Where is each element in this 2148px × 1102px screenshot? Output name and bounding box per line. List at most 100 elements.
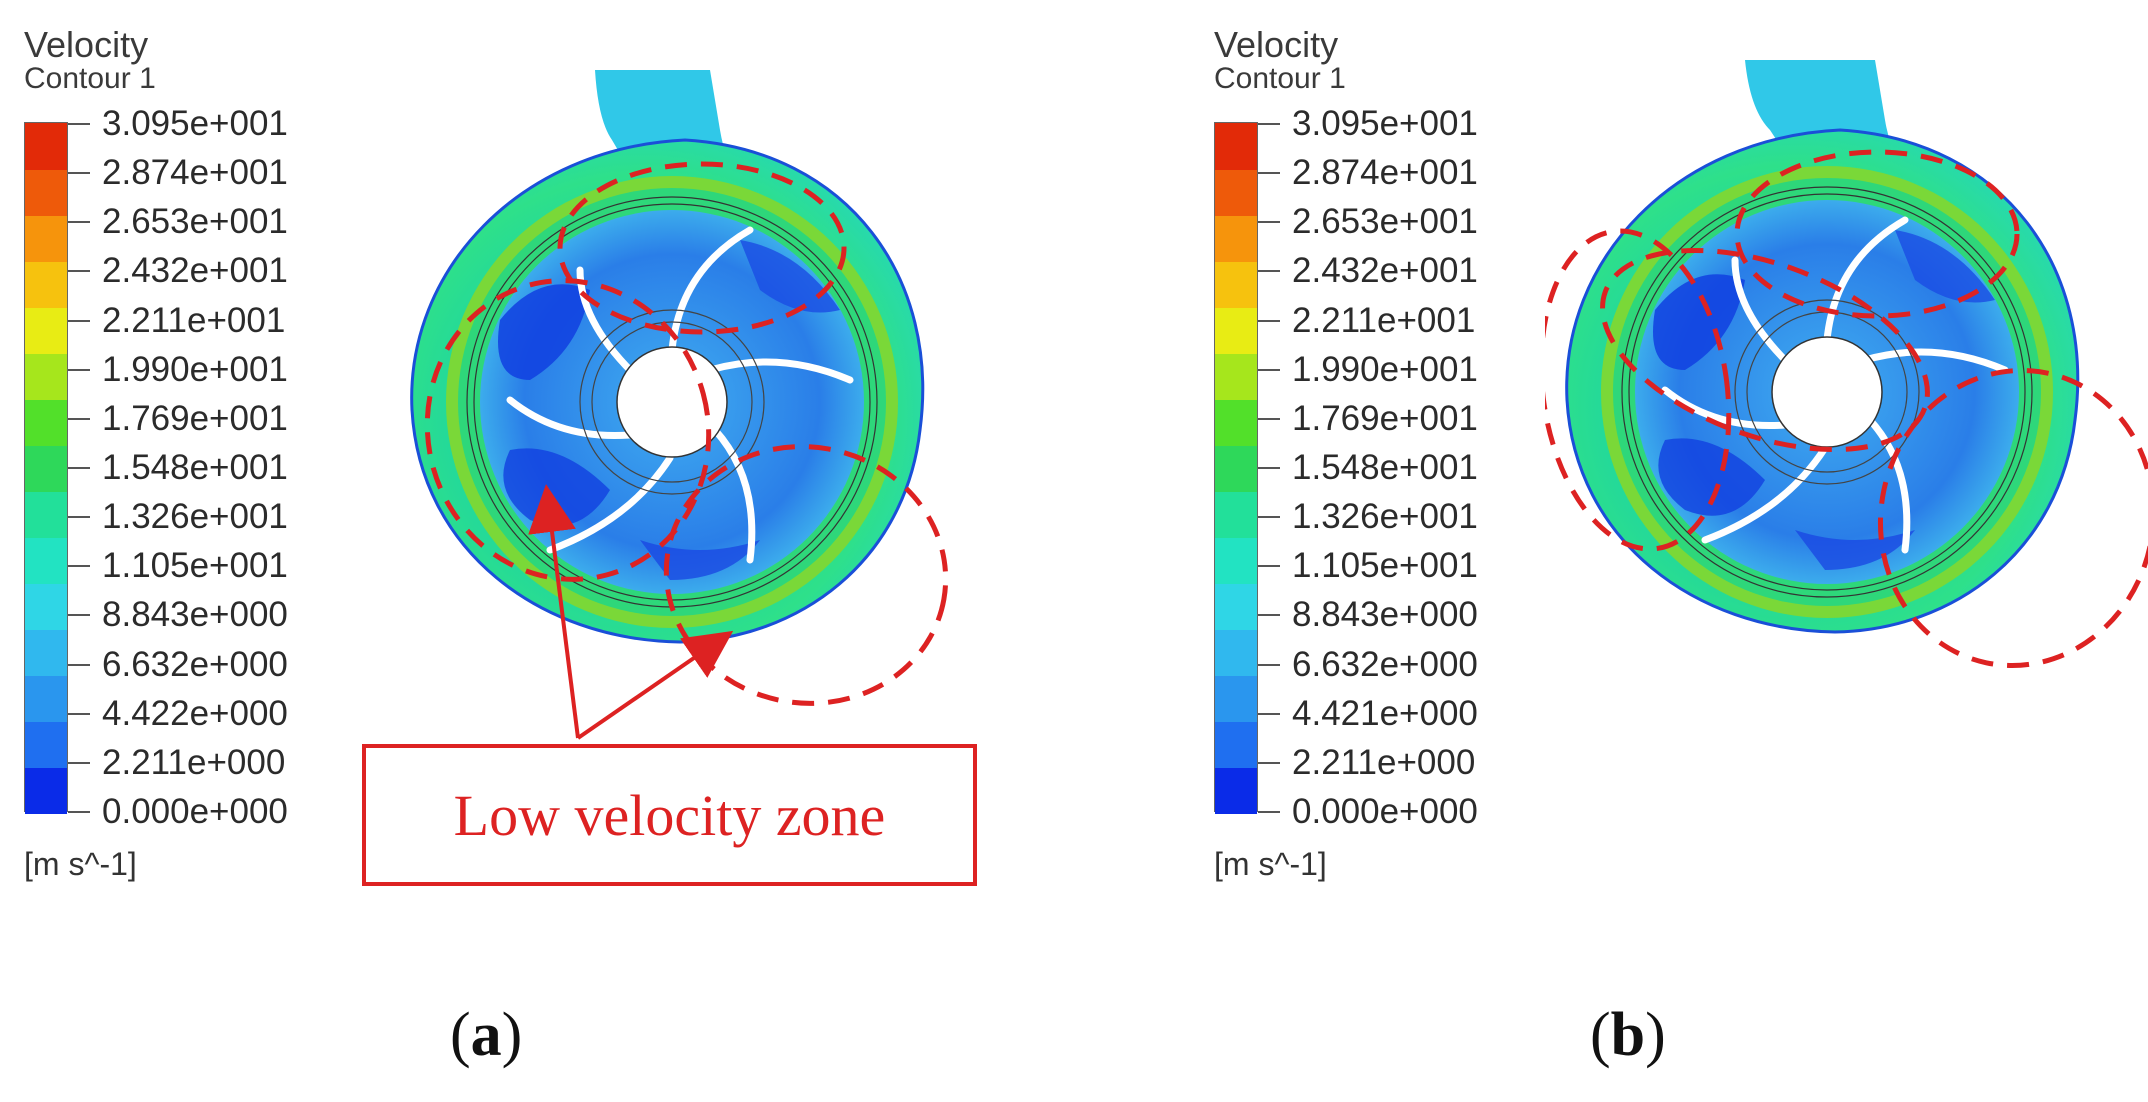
tick-mark bbox=[68, 565, 90, 568]
paren-close: ) bbox=[1645, 1001, 1666, 1069]
tick-label: 1.769e+001 bbox=[1292, 398, 1478, 438]
tick-label: 1.105e+001 bbox=[1292, 546, 1478, 586]
colorbar-segment bbox=[1215, 307, 1257, 354]
legend-subtitle: Contour 1 bbox=[24, 62, 156, 95]
units-label: [m s^-1] bbox=[24, 846, 137, 882]
colorbar-tick: 1.990e+001 bbox=[1258, 350, 1478, 389]
colorbar-segment bbox=[25, 261, 67, 308]
colorbar-tick: 2.874e+001 bbox=[68, 153, 288, 192]
tick-mark bbox=[68, 123, 90, 125]
subfigure-label-b: (b) bbox=[1590, 1000, 1666, 1071]
tick-label: 2.211e+000 bbox=[102, 742, 286, 782]
colorbar-tick: 2.432e+001 bbox=[1258, 251, 1478, 290]
tick-mark bbox=[68, 172, 90, 175]
colorbar bbox=[24, 122, 68, 814]
tick-label: 1.548e+001 bbox=[102, 448, 288, 487]
tick-mark bbox=[68, 663, 90, 666]
units-label: [m s^-1] bbox=[1214, 846, 1327, 882]
hub-rings bbox=[1734, 299, 1920, 485]
colorbar-segment bbox=[1215, 629, 1257, 676]
colorbar-tick: 8.843e+000 bbox=[68, 595, 288, 634]
legend-title: Velocity bbox=[24, 24, 149, 65]
tick-label: 2.432e+001 bbox=[102, 251, 288, 291]
colorbar-segment bbox=[25, 583, 67, 630]
tick-mark bbox=[1258, 172, 1280, 175]
colorbar-segment bbox=[25, 537, 67, 584]
tick-label: 2.653e+001 bbox=[102, 202, 288, 242]
panel-a: Velocity Contour 1 3.095e+001 2.874e+001 2… bbox=[24, 24, 977, 1069]
tick-label: 2.211e+001 bbox=[102, 300, 286, 340]
tick-mark bbox=[68, 467, 90, 469]
tick-label: 2.874e+001 bbox=[102, 153, 288, 193]
colorbar-tick: 3.095e+001 bbox=[1258, 104, 1478, 143]
tick-label: 3.095e+001 bbox=[1292, 104, 1478, 143]
tick-mark bbox=[1258, 761, 1280, 764]
tick-mark bbox=[1258, 565, 1280, 568]
colorbar-segment bbox=[1215, 675, 1257, 722]
tick-mark bbox=[68, 270, 90, 273]
colorbar-segment bbox=[1215, 491, 1257, 538]
colorbar-segment bbox=[25, 353, 67, 400]
subfigure-letter: b bbox=[1610, 1001, 1646, 1069]
paren-open: ( bbox=[1590, 1001, 1611, 1069]
colorbar-segment bbox=[1215, 445, 1257, 492]
colorbar-segment bbox=[1215, 353, 1257, 400]
colorbar-tick: 2.211e+001 bbox=[68, 301, 285, 340]
tick-mark bbox=[1258, 319, 1280, 322]
tick-label: 3.095e+001 bbox=[102, 104, 288, 143]
colorbar-tick: 1.769e+001 bbox=[1258, 399, 1478, 438]
tick-label: 6.632e+000 bbox=[102, 644, 288, 684]
tick-mark bbox=[68, 614, 90, 617]
legend-subtitle: Contour 1 bbox=[1214, 62, 1346, 95]
colorbar-tick: 0.000e+000 bbox=[1258, 792, 1478, 831]
velocity-contour-b bbox=[1545, 60, 2148, 669]
colorbar-tick: 8.843e+000 bbox=[1258, 595, 1478, 634]
colorbar-segment bbox=[25, 307, 67, 354]
colorbar-tick: 2.653e+001 bbox=[68, 202, 288, 241]
velocity-contour-a bbox=[410, 70, 949, 706]
tick-label: 8.843e+000 bbox=[102, 595, 288, 635]
colorbar-tick: 1.548e+001 bbox=[1258, 448, 1478, 487]
hub bbox=[616, 346, 728, 458]
tick-mark bbox=[68, 761, 90, 764]
paren-close: ) bbox=[501, 1001, 523, 1069]
tick-label: 0.000e+000 bbox=[1292, 792, 1478, 831]
tick-mark bbox=[1258, 123, 1280, 125]
low-velocity-zone-callout: Low velocity zone bbox=[362, 744, 977, 886]
colorbar-tick: 2.211e+000 bbox=[1258, 743, 1475, 782]
colorbar-segment bbox=[25, 675, 67, 722]
colorbar-segment bbox=[1215, 721, 1257, 768]
subfigure-letter: a bbox=[470, 1001, 502, 1069]
panel-b: Velocity Contour 1 3.095e+001 2.874e+001 2… bbox=[1190, 0, 2148, 1102]
colorbar-tick: 2.874e+001 bbox=[1258, 153, 1478, 192]
tick-label: 2.432e+001 bbox=[1292, 251, 1478, 291]
tick-mark bbox=[68, 516, 90, 519]
colorbar-segment bbox=[25, 169, 67, 216]
colorbar-segment bbox=[25, 445, 67, 492]
colorbar-segment bbox=[25, 767, 67, 814]
tick-mark bbox=[1258, 712, 1280, 715]
low-velocity-zones bbox=[424, 161, 949, 706]
colorbar-tick: 6.632e+000 bbox=[68, 645, 288, 684]
tick-label: 6.632e+000 bbox=[1292, 644, 1478, 684]
tick-mark bbox=[1258, 811, 1280, 813]
colorbar-tick: 2.432e+001 bbox=[68, 251, 288, 290]
tick-label: 1.326e+001 bbox=[102, 497, 288, 537]
colorbar-tick: 1.990e+001 bbox=[68, 350, 288, 389]
tick-mark bbox=[68, 417, 90, 420]
tick-mark bbox=[1258, 221, 1280, 224]
colorbar-segment bbox=[1215, 537, 1257, 584]
tick-label: 1.105e+001 bbox=[102, 546, 288, 586]
low-velocity-zones bbox=[1545, 149, 2148, 669]
hub bbox=[1771, 336, 1883, 448]
tick-label: 1.326e+001 bbox=[1292, 497, 1478, 537]
colorbar-segment bbox=[1215, 169, 1257, 216]
colorbar-segment bbox=[1215, 215, 1257, 262]
paren-open: ( bbox=[450, 1001, 471, 1069]
tick-label: 8.843e+000 bbox=[1292, 595, 1478, 635]
tick-label: 1.548e+001 bbox=[1292, 448, 1478, 487]
tick-mark bbox=[68, 368, 90, 371]
colorbar-segment bbox=[25, 629, 67, 676]
tick-label: 2.653e+001 bbox=[1292, 202, 1478, 242]
colorbar-segment bbox=[25, 123, 67, 170]
